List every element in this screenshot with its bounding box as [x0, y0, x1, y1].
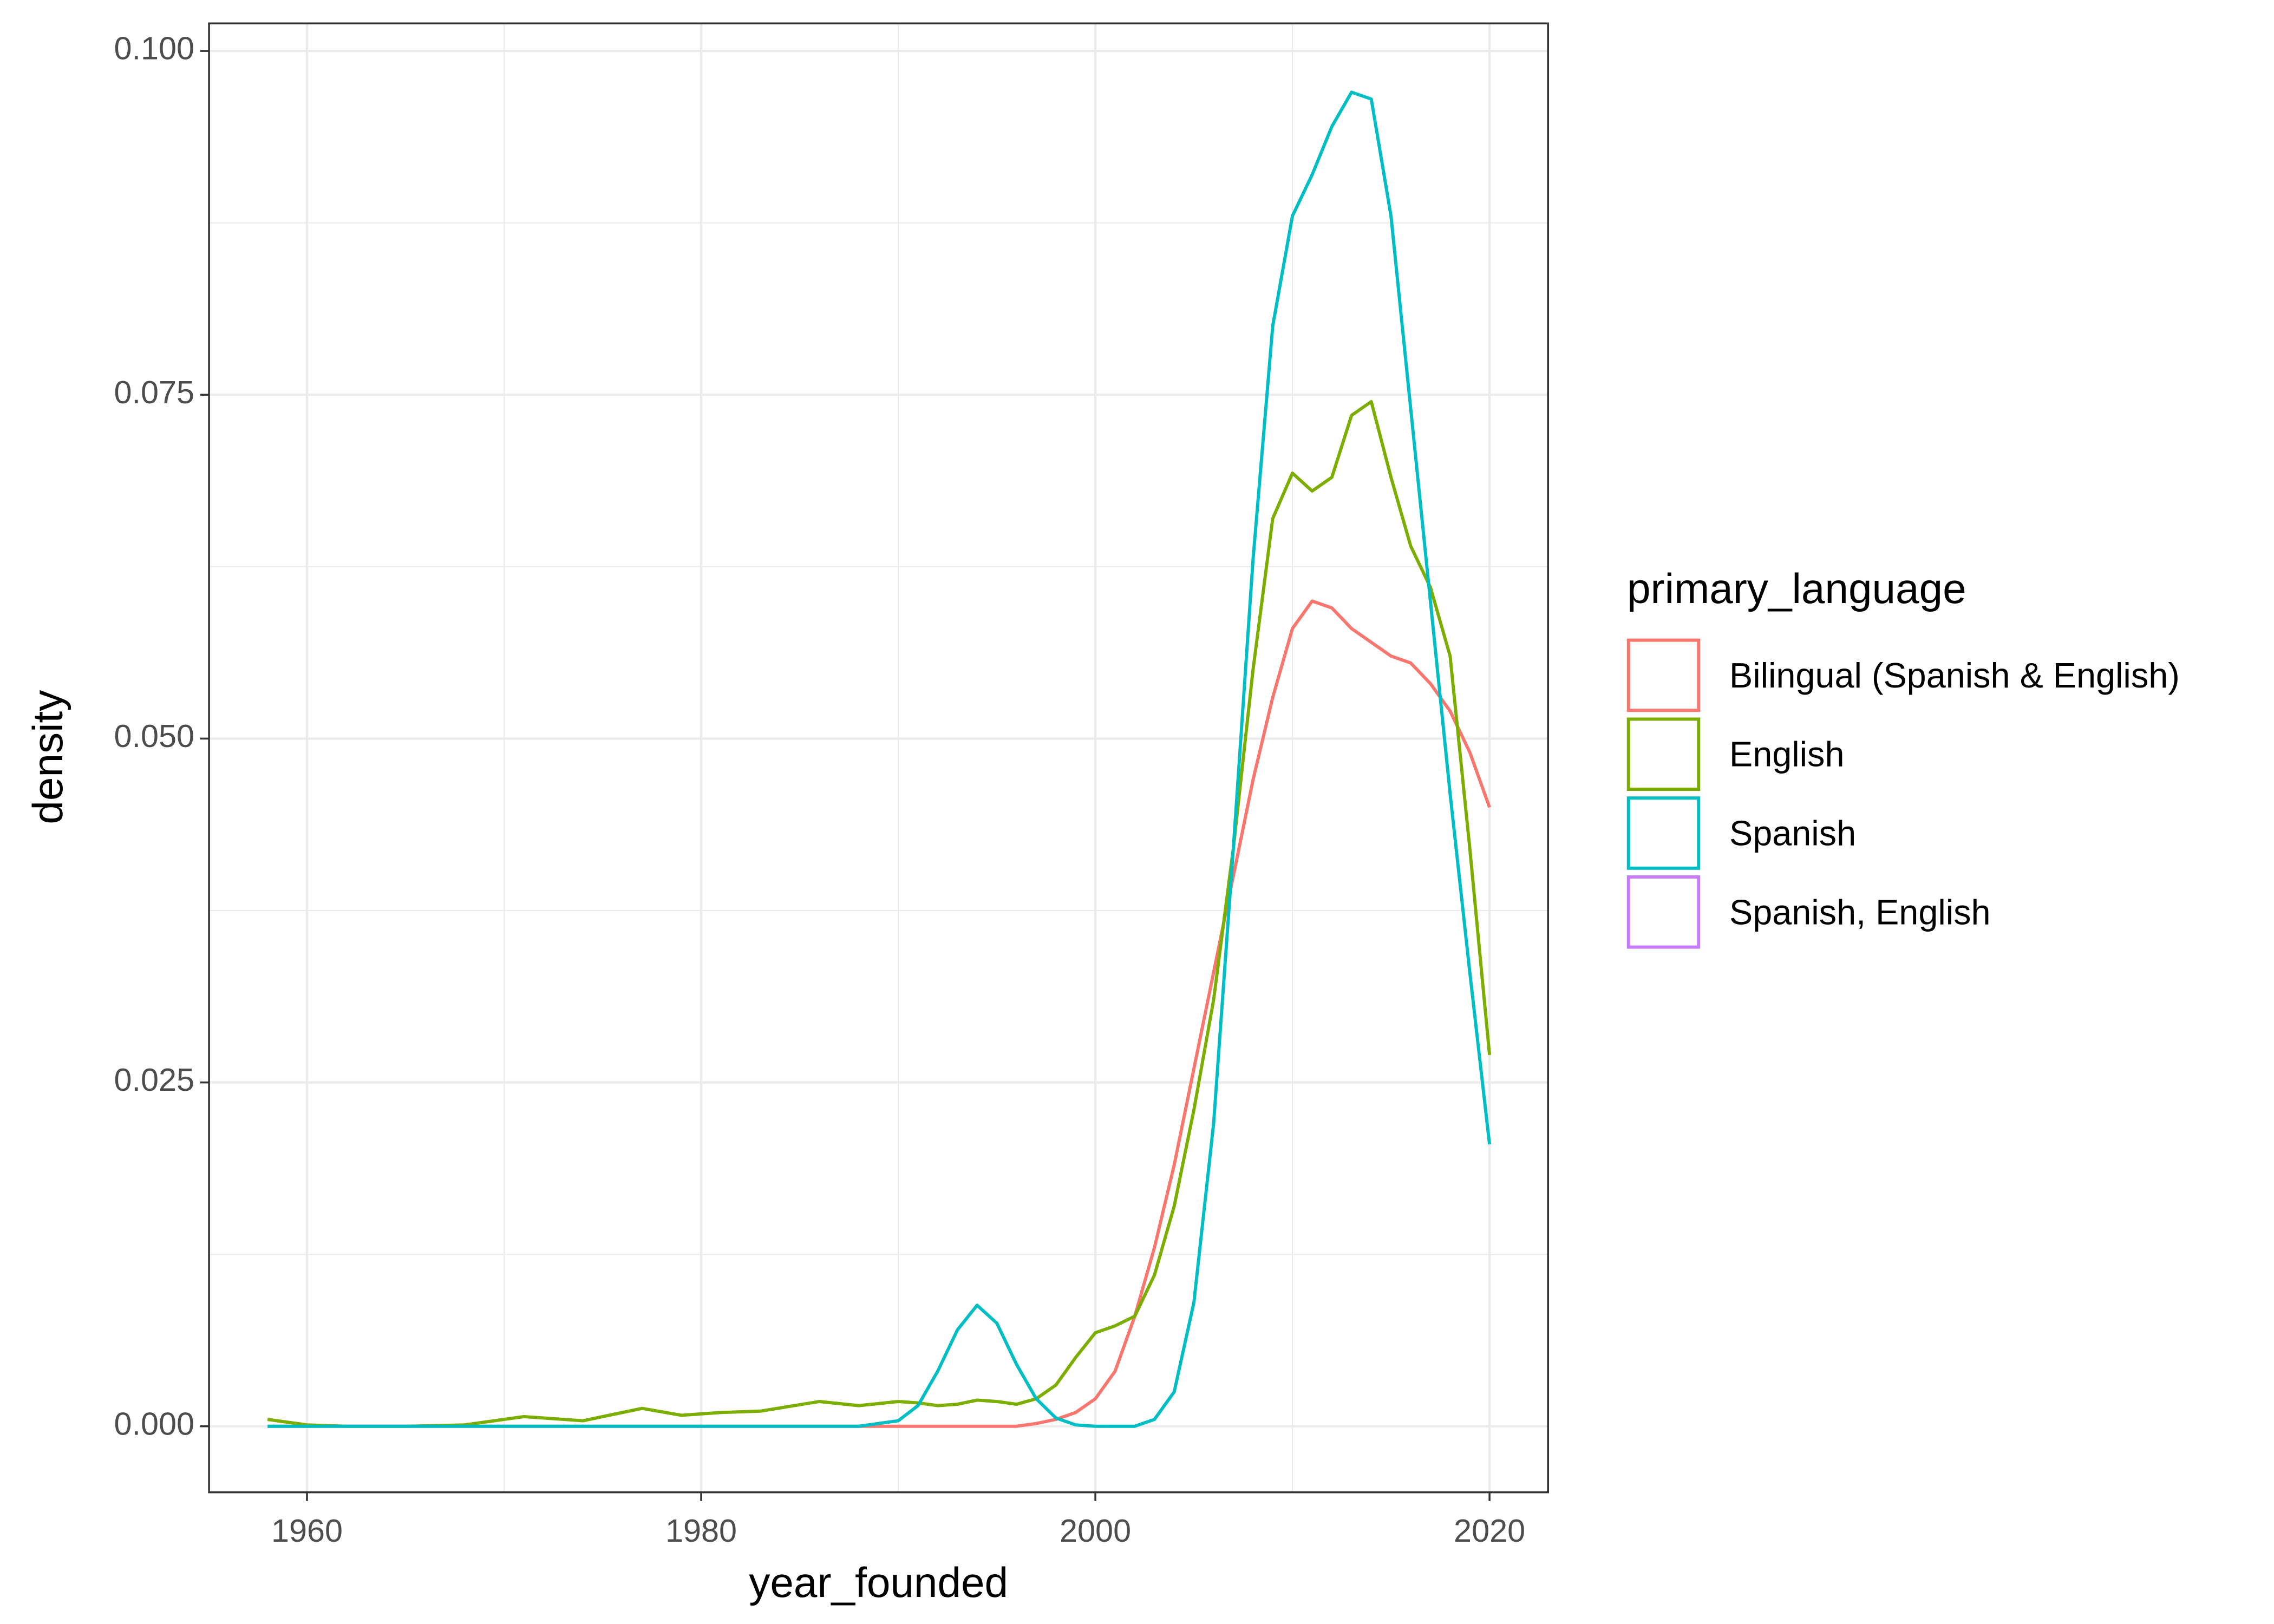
y-axis-title: density — [24, 690, 71, 824]
legend: Bilingual (Spanish & English) English Span… — [1626, 638, 2180, 949]
y-tick-label: 0.000 — [114, 1405, 194, 1442]
y-tick-label: 0.100 — [114, 30, 194, 67]
x-tick-label: 2020 — [1454, 1512, 1525, 1549]
plot-lines — [267, 90, 1492, 1428]
panel-border — [208, 22, 1549, 1494]
y-tick-label: 0.025 — [114, 1062, 194, 1098]
x-tick-label: 1960 — [271, 1512, 343, 1549]
legend-label: Bilingual (Spanish & English) — [1729, 656, 2180, 695]
series-line — [267, 400, 1492, 1428]
axes: 1960 1980 2000 2020 0.000 0.025 0.050 0.075 0.10… — [114, 30, 1525, 1549]
legend-key — [1626, 717, 1701, 791]
y-tick-label: 0.075 — [114, 374, 194, 410]
x-tick-label: 1980 — [665, 1512, 737, 1549]
legend-label: Spanish — [1729, 814, 1856, 853]
legend-key — [1626, 875, 1701, 949]
legend-key — [1626, 796, 1701, 870]
y-tick-label: 0.050 — [114, 718, 194, 754]
legend-label: English — [1729, 735, 1844, 774]
legend-title: primary_language — [1627, 565, 1966, 612]
legend-label: Spanish, English — [1729, 892, 1991, 932]
x-axis-title: year_founded — [749, 1558, 1008, 1606]
series-line — [267, 90, 1492, 1428]
legend-key — [1626, 638, 1701, 712]
x-tick-label: 2000 — [1060, 1512, 1131, 1549]
